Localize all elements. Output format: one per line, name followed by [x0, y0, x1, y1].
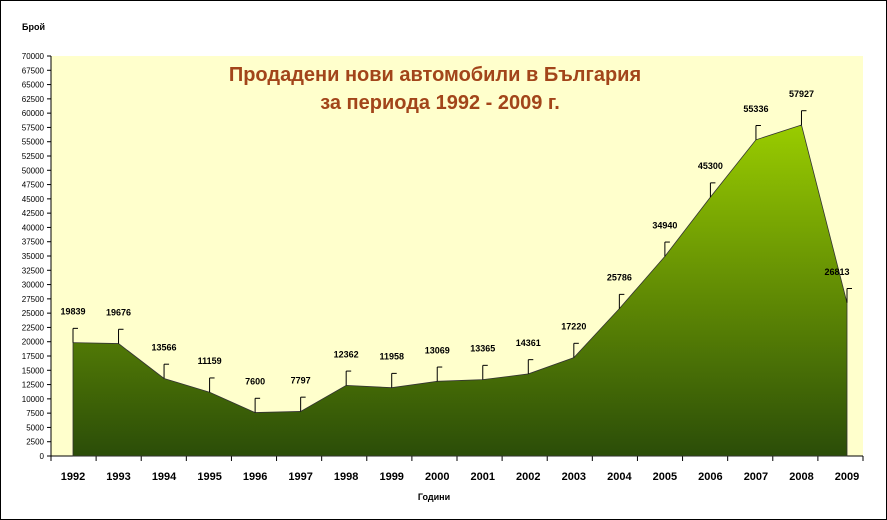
data-label: 13566 — [152, 342, 177, 352]
data-label: 57927 — [789, 89, 814, 99]
x-tick-label: 2005 — [653, 471, 677, 483]
x-tick-label: 1992 — [61, 471, 85, 483]
x-tick-label: 1998 — [334, 471, 358, 483]
data-label: 11159 — [198, 356, 222, 366]
data-label: 34940 — [652, 220, 677, 230]
y-tick-label: 2500 — [26, 438, 44, 447]
data-label: 17220 — [561, 322, 586, 332]
y-tick-label: 40000 — [22, 223, 45, 232]
y-tick-label: 27500 — [22, 295, 45, 304]
y-tick-label: 22500 — [22, 323, 45, 332]
y-tick-label: 70000 — [22, 52, 45, 61]
data-label: 55336 — [743, 104, 768, 114]
x-tick-label: 1999 — [379, 471, 403, 483]
x-tick-label: 2003 — [562, 471, 586, 483]
data-labels: 19839 19676 13566 11159 7600 7797 12362 11958 13… — [60, 89, 849, 387]
x-axis-title: Години — [418, 492, 450, 502]
x-tick-label: 1995 — [197, 471, 221, 483]
data-label: 13069 — [425, 345, 450, 355]
x-tick-label: 1996 — [243, 471, 267, 483]
y-tick-label: 15000 — [22, 366, 45, 375]
y-tick-label: 30000 — [22, 281, 45, 290]
y-tick-label: 50000 — [22, 166, 45, 175]
y-tick-label: 12500 — [22, 381, 45, 390]
data-label: 14361 — [516, 338, 541, 348]
y-tick-label: 67500 — [22, 66, 45, 75]
x-tick-label: 2008 — [789, 471, 813, 483]
data-label: 26813 — [824, 267, 849, 277]
y-tick-label: 62500 — [22, 95, 45, 104]
x-tick-label: 1997 — [288, 471, 312, 483]
y-tick-label: 5000 — [26, 423, 44, 432]
data-label: 11958 — [379, 352, 404, 362]
y-tick-label: 42500 — [22, 209, 45, 218]
x-tick-label: 1994 — [152, 471, 177, 483]
data-label: 45300 — [698, 161, 723, 171]
data-label: 19839 — [60, 307, 85, 317]
y-tick-label: 25000 — [22, 309, 45, 318]
y-tick-label: 47500 — [22, 181, 45, 190]
data-label: 12362 — [334, 349, 359, 359]
y-tick-label: 65000 — [22, 81, 45, 90]
chart-title-line-1: Продадени нови автомобили в България — [229, 64, 641, 86]
y-axis: 0 2500 5000 7500 10000 12500 15000 17500 20000 22… — [22, 52, 52, 461]
data-label: 19676 — [106, 308, 131, 318]
y-tick-label: 60000 — [22, 109, 45, 118]
data-label: 7797 — [291, 375, 311, 385]
chart-title-line-2: за периода 1992 - 2009 г. — [320, 92, 560, 114]
y-tick-label: 7500 — [26, 409, 44, 418]
x-tick-label: 2004 — [607, 471, 632, 483]
y-tick-label: 37500 — [22, 238, 45, 247]
y-axis-title: Брой — [22, 22, 45, 32]
y-tick-label: 35000 — [22, 252, 45, 261]
x-tick-label: 2001 — [471, 471, 495, 483]
y-tick-label: 32500 — [22, 266, 45, 275]
x-tick-label: 2006 — [698, 471, 722, 483]
y-tick-label: 55000 — [22, 138, 45, 147]
y-tick-label: 10000 — [22, 395, 45, 404]
y-tick-label: 20000 — [22, 338, 45, 347]
x-tick-label: 2007 — [744, 471, 768, 483]
y-tick-label: 0 — [40, 452, 45, 461]
y-tick-label: 57500 — [22, 123, 45, 132]
data-label: 7600 — [245, 377, 265, 387]
x-tick-label: 2009 — [835, 471, 859, 483]
x-axis: 1992 1993 1994 1995 1996 1997 1998 1999 2000 2001… — [50, 455, 864, 483]
error-bars — [72, 110, 852, 413]
x-tick-label: 1993 — [106, 471, 130, 483]
area-series — [72, 124, 848, 457]
data-label: 13365 — [470, 344, 495, 354]
data-label: 25786 — [607, 273, 632, 283]
y-tick-label: 45000 — [22, 195, 45, 204]
y-tick-label: 52500 — [22, 152, 45, 161]
y-tick-label: 17500 — [22, 352, 45, 361]
x-tick-label: 2002 — [516, 471, 540, 483]
x-tick-label: 2000 — [425, 471, 449, 483]
